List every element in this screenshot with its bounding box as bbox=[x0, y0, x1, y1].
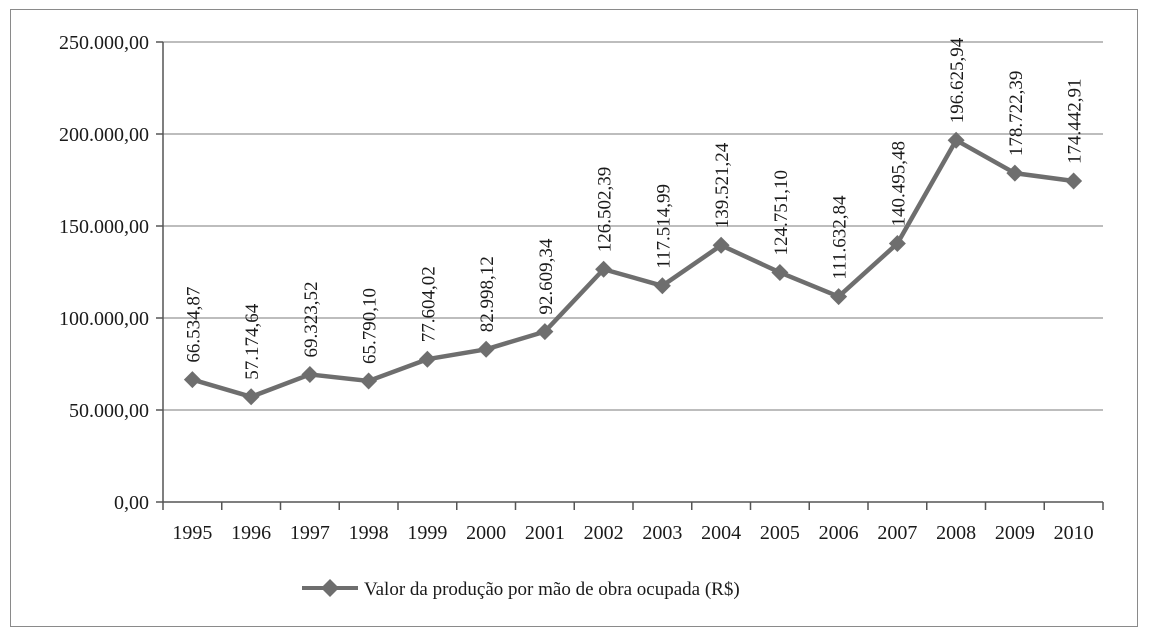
x-tick-label: 2007 bbox=[877, 522, 917, 544]
data-label: 82.998,12 bbox=[477, 256, 498, 332]
data-point-marker bbox=[595, 260, 613, 278]
data-label: 196.625,94 bbox=[947, 37, 968, 123]
y-tick-label: 200.000,00 bbox=[59, 124, 149, 146]
x-tick-label: 2006 bbox=[819, 522, 859, 544]
legend: Valor da produção por mão de obra ocupad… bbox=[302, 579, 740, 600]
data-label: 69.323,52 bbox=[301, 281, 322, 357]
legend-marker-swatch bbox=[321, 579, 339, 597]
data-point-marker bbox=[1065, 172, 1083, 190]
series-line bbox=[191, 137, 1074, 400]
data-label: 178.722,39 bbox=[1006, 71, 1027, 157]
data-point-marker bbox=[888, 234, 906, 252]
data-point-marker bbox=[947, 131, 965, 149]
x-tick-label: 2000 bbox=[466, 522, 506, 544]
data-label: 139.521,24 bbox=[712, 142, 733, 228]
x-tick-label: 2003 bbox=[642, 522, 682, 544]
y-tick-labels: 0,00 50.000,00 100.000,00 150.000,00 200.000… bbox=[59, 32, 149, 514]
data-point-marker bbox=[183, 371, 201, 389]
data-point-marker bbox=[477, 340, 495, 358]
data-label: 174.442,91 bbox=[1065, 79, 1086, 165]
series-line-path bbox=[191, 137, 1074, 400]
data-point-marker bbox=[712, 236, 730, 254]
data-label: 66.534,87 bbox=[183, 287, 204, 363]
legend-label: Valor da produção por mão de obra ocupad… bbox=[364, 579, 740, 600]
data-label: 77.604,02 bbox=[418, 266, 439, 342]
axes bbox=[156, 41, 1104, 510]
data-label: 92.609,34 bbox=[536, 238, 557, 315]
data-label: 57.174,64 bbox=[242, 303, 263, 380]
data-label: 65.790,10 bbox=[360, 288, 381, 364]
data-point-marker bbox=[301, 365, 319, 383]
y-tick-label: 150.000,00 bbox=[59, 216, 149, 238]
data-label: 111.632,84 bbox=[830, 195, 851, 280]
data-point-marker bbox=[653, 277, 671, 295]
data-label: 117.514,99 bbox=[653, 184, 674, 269]
data-label: 126.502,39 bbox=[595, 167, 616, 253]
series-markers bbox=[183, 131, 1083, 406]
x-tick-label: 2010 bbox=[1054, 522, 1094, 544]
x-tick-label: 2004 bbox=[701, 522, 741, 544]
x-tick-label: 2001 bbox=[525, 522, 565, 544]
x-tick-label: 2009 bbox=[995, 522, 1035, 544]
y-tick-label: 0,00 bbox=[114, 492, 149, 514]
x-tick-label: 1997 bbox=[290, 522, 330, 544]
data-point-marker bbox=[771, 263, 789, 281]
x-tick-label: 2005 bbox=[760, 522, 800, 544]
y-tick-label: 250.000,00 bbox=[59, 32, 149, 54]
data-label: 124.751,10 bbox=[771, 170, 792, 256]
data-labels: 66.534,87 57.174,64 69.323,52 65.790,10 77.6… bbox=[183, 37, 1085, 380]
data-point-marker bbox=[536, 323, 554, 341]
data-point-marker bbox=[1006, 164, 1024, 182]
data-point-marker bbox=[418, 350, 436, 368]
gridlines bbox=[163, 41, 1103, 411]
x-tick-label: 1996 bbox=[231, 522, 271, 544]
x-tick-label: 1999 bbox=[407, 522, 447, 544]
data-point-marker bbox=[360, 372, 378, 390]
data-label: 140.495,48 bbox=[888, 141, 909, 227]
y-tick-label: 100.000,00 bbox=[59, 308, 149, 330]
x-tick-label: 2008 bbox=[936, 522, 976, 544]
data-point-marker bbox=[830, 288, 848, 306]
x-tick-label: 2002 bbox=[584, 522, 624, 544]
y-tick-label: 50.000,00 bbox=[69, 400, 149, 422]
x-tick-label: 1998 bbox=[349, 522, 389, 544]
x-tick-label: 1995 bbox=[172, 522, 212, 544]
data-point-marker bbox=[242, 388, 260, 406]
x-tick-labels: 1995 1996 1997 1998 1999 2000 2001 2002 2003 2004… bbox=[172, 522, 1093, 544]
